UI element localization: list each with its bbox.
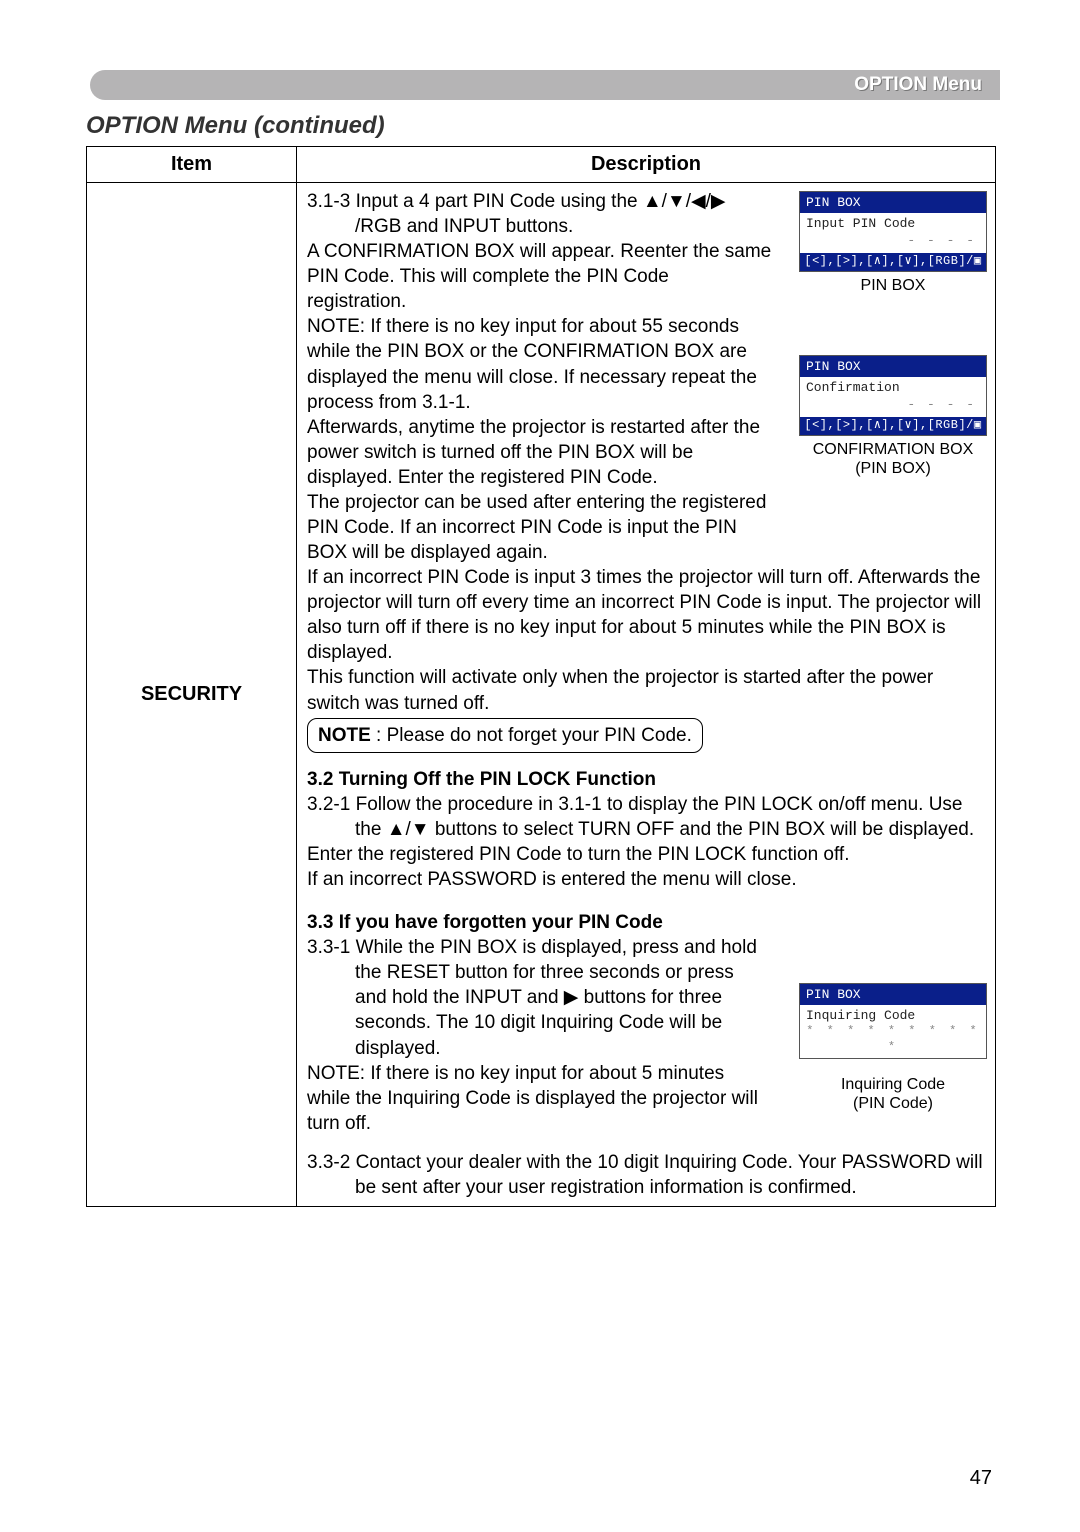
note-box: NOTE : Please do not forget your PIN Cod… — [307, 718, 703, 753]
text-column-narrow: 3.1-3 Input a 4 part PIN Code using the … — [307, 189, 772, 565]
p-313-g: This function will activate only when th… — [307, 667, 933, 713]
pin-box-caption: PIN BOX — [799, 276, 987, 295]
confirmation-body: Confirmation - - - - — [800, 377, 986, 417]
text-column-narrow-2: 3.3-1 While the PIN BOX is displayed, pr… — [307, 935, 767, 1136]
pin-box: PIN BOX Input PIN Code - - - - [<],[>],[… — [799, 191, 987, 272]
p-313-a: 3.1-3 Input a 4 part PIN Code using the … — [307, 189, 772, 239]
table-header-row: Item Description — [87, 147, 996, 183]
inquiring-caption: Inquiring Code (PIN Code) — [799, 1075, 987, 1113]
p-313-d: Afterwards, anytime the projector is res… — [307, 417, 760, 488]
description-cell: PIN BOX Input PIN Code - - - - [<],[>],[… — [297, 183, 996, 1207]
page-number: 47 — [970, 1467, 992, 1490]
confirmation-title: PIN BOX — [800, 356, 986, 377]
confirmation-keys-row: [<],[>],[∧],[∨],[RGB]/▣ — [800, 417, 986, 435]
p-313-c: NOTE: If there is no key input for about… — [307, 316, 757, 412]
inquiring-title: PIN BOX — [800, 984, 986, 1005]
header-label: OPTION Menu — [854, 74, 982, 96]
p-313-e: The projector can be used after entering… — [307, 492, 766, 563]
pin-input-label: Input PIN Code — [806, 216, 915, 231]
inquiring-caption-1: Inquiring Code — [841, 1076, 945, 1093]
confirmation-caption: CONFIRMATION BOX (PIN BOX) — [799, 440, 987, 478]
p-313-b: A CONFIRMATION BOX will appear. Reenter … — [307, 241, 771, 312]
confirmation-box: PIN BOX Confirmation - - - - [<],[>],[∧]… — [799, 355, 987, 436]
inquiring-label: Inquiring Code — [806, 1008, 915, 1023]
spacer — [307, 892, 985, 910]
p-321-c: If an incorrect PASSWORD is entered the … — [307, 869, 797, 890]
spacer-2 — [307, 1136, 985, 1150]
option-menu-table: Item Description SECURITY PIN BOX Input … — [86, 146, 996, 1207]
table-row: SECURITY PIN BOX Input PIN Code - - - - … — [87, 183, 996, 1207]
col-desc-header: Description — [297, 147, 996, 183]
page-title: OPTION Menu (continued) — [86, 112, 1000, 140]
p-313-f: If an incorrect PIN Code is input 3 time… — [307, 567, 981, 663]
inquiring-stars: * * * * * * * * * * — [806, 1024, 980, 1056]
pin-box-widget: PIN BOX Input PIN Code - - - - [<],[>],[… — [799, 191, 987, 295]
inquiring-caption-2: (PIN Code) — [853, 1095, 933, 1112]
confirmation-caption-2: (PIN BOX) — [855, 460, 931, 477]
inquiring-body: Inquiring Code * * * * * * * * * * — [800, 1005, 986, 1058]
p-321-a: 3.2-1 Follow the procedure in 3.1-1 to d… — [307, 792, 985, 842]
heading-3-2: 3.2 Turning Off the PIN LOCK Function — [307, 767, 985, 792]
p-331-a: 3.3-1 While the PIN BOX is displayed, pr… — [307, 935, 767, 1060]
inquiring-box: PIN BOX Inquiring Code * * * * * * * * *… — [799, 983, 987, 1059]
document-page: OPTION Menu OPTION Menu (continued) Item… — [0, 0, 1080, 1247]
p-332: 3.3-2 Contact your dealer with the 10 di… — [307, 1150, 985, 1200]
pin-box-title: PIN BOX — [800, 192, 986, 213]
note-label: NOTE — [318, 725, 371, 746]
confirmation-dashes: - - - - — [806, 396, 980, 413]
note-text: : Please do not forget your PIN Code. — [371, 725, 692, 746]
header-bar: OPTION Menu — [90, 70, 1000, 100]
item-cell: SECURITY — [87, 183, 297, 1207]
confirmation-label: Confirmation — [806, 380, 900, 395]
heading-3-3: 3.3 If you have forgotten your PIN Code — [307, 910, 985, 935]
confirmation-box-widget: PIN BOX Confirmation - - - - [<],[>],[∧]… — [799, 355, 987, 479]
pin-keys-row: [<],[>],[∧],[∨],[RGB]/▣ — [800, 253, 986, 271]
pin-box-body: Input PIN Code - - - - — [800, 213, 986, 253]
confirmation-caption-1: CONFIRMATION BOX — [813, 441, 974, 458]
pin-dashes: - - - - — [806, 232, 980, 249]
inquiring-code-widget: PIN BOX Inquiring Code * * * * * * * * *… — [799, 983, 987, 1113]
p-321-b: Enter the registered PIN Code to turn th… — [307, 844, 850, 865]
col-item-header: Item — [87, 147, 297, 183]
p-331-b: NOTE: If there is no key input for about… — [307, 1063, 758, 1134]
